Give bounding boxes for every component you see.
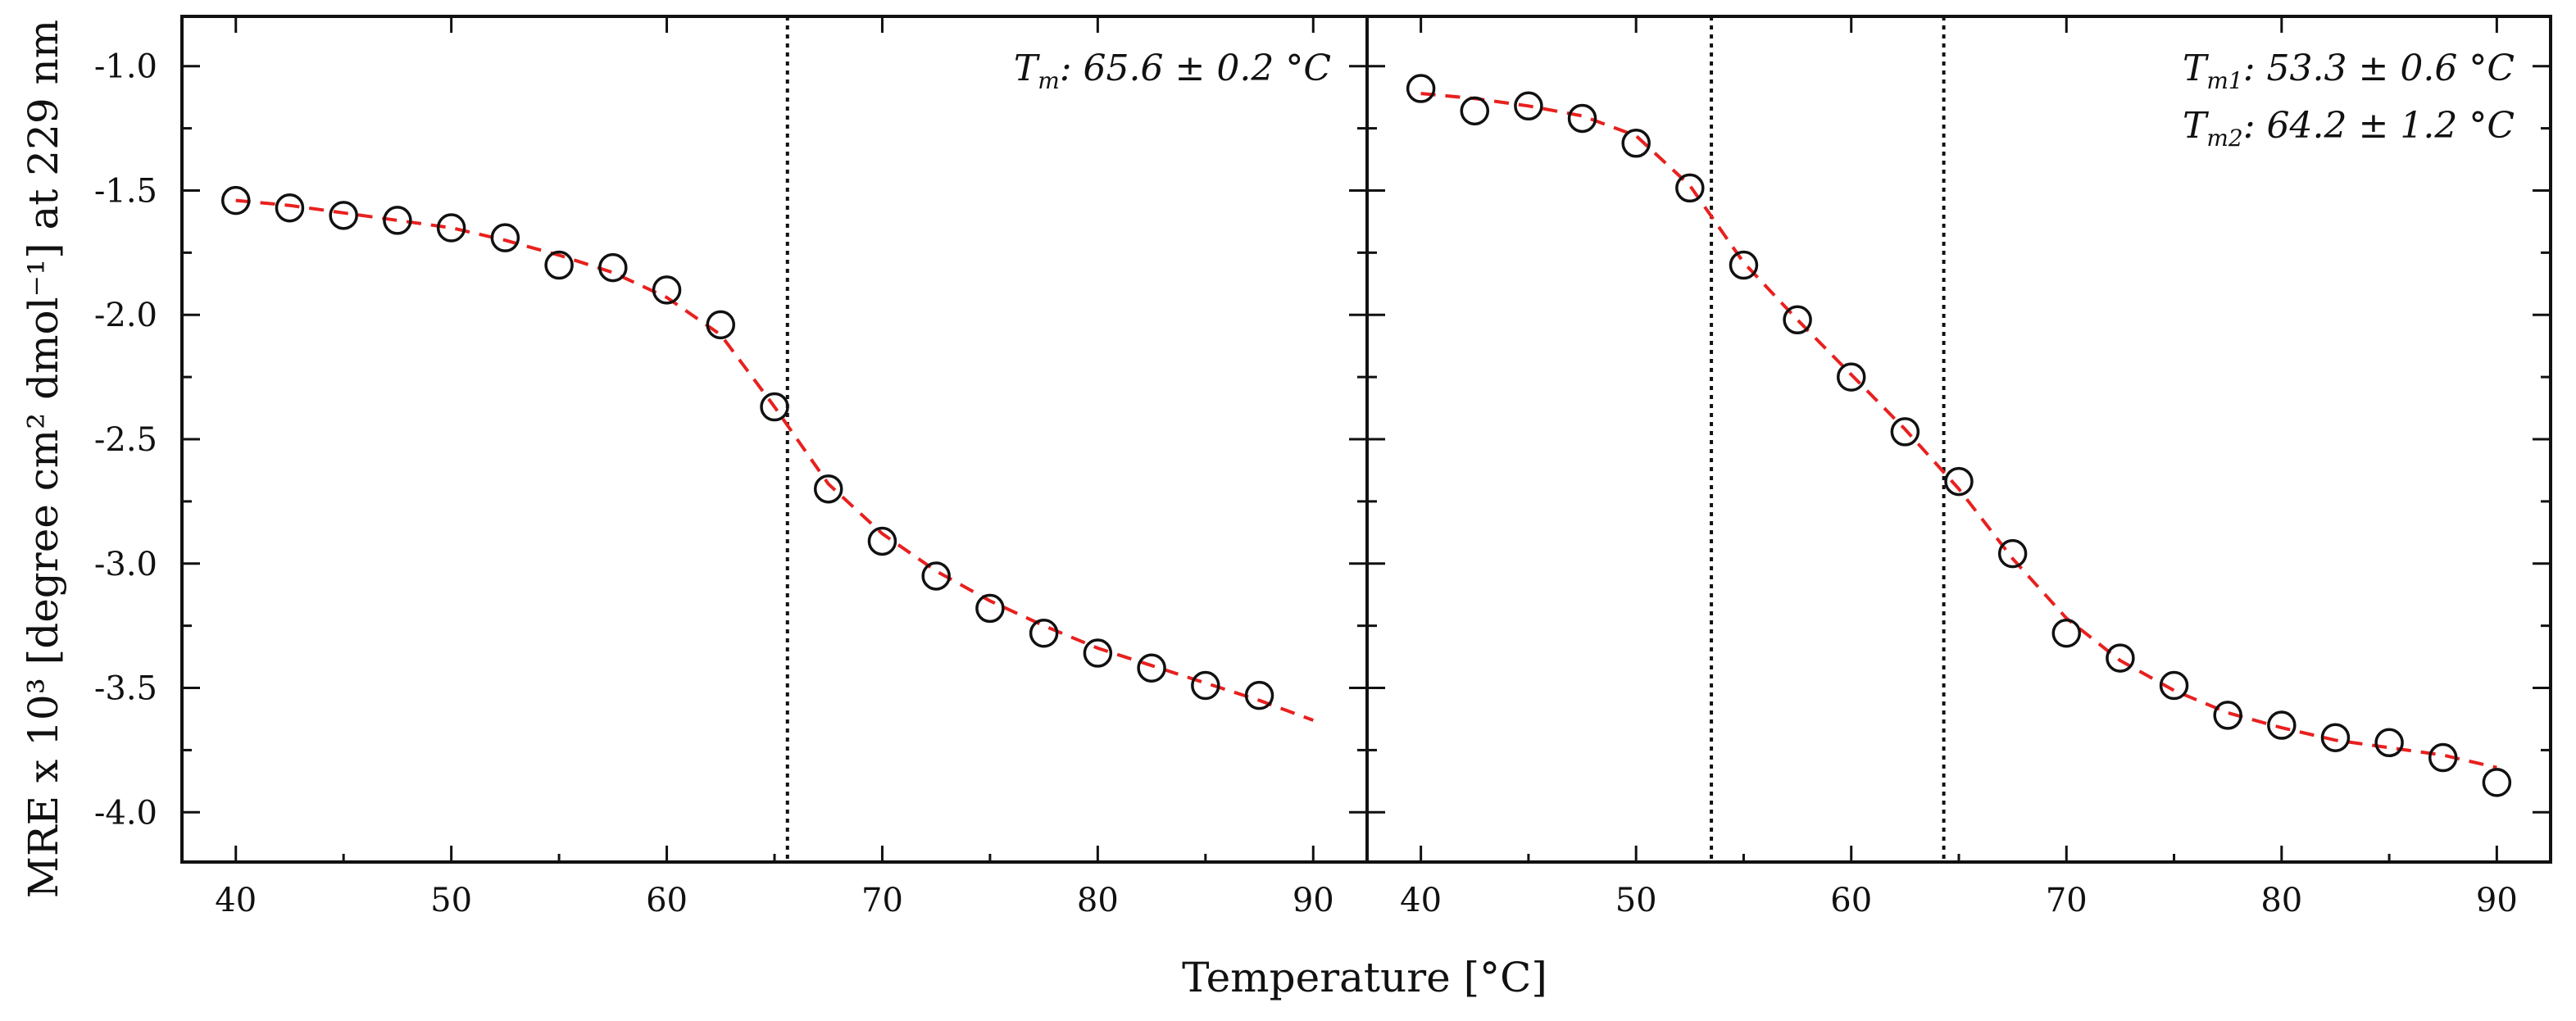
right-panel-data-point <box>1460 96 1490 126</box>
tm-value: : 53.3 ± 0.6 °C <box>2243 48 2515 89</box>
left-panel-x-tick-label: 40 <box>215 882 257 919</box>
right-panel-data-point <box>2159 670 2189 701</box>
left-panel-data-point <box>706 310 736 340</box>
panels: 40 50 60 70 80 90 -1.0 -1.5 -2.0 -2.5 -3.0 -3.5 -4.0… <box>94 15 2552 919</box>
right-panel-x-tick-label: 70 <box>2046 882 2088 919</box>
left-panel-x-tick-label: 50 <box>430 882 472 919</box>
right-panel-data-point <box>1783 305 1812 335</box>
right-panel-x-tick-label: 80 <box>2260 882 2302 919</box>
left-panel: 40 50 60 70 80 90 -1.0 -1.5 -2.0 -2.5 -3.0 -3.5 -4.0… <box>94 15 1369 919</box>
right-panel-data-point <box>2374 728 2404 758</box>
right-panel-tm-annotation-2: Tm2: 64.2 ± 1.2 °C <box>2183 105 2515 152</box>
right-panel-data-point <box>1567 103 1597 134</box>
right-panel-data-point <box>1621 129 1651 158</box>
left-panel-y-tick-label: -2.5 <box>94 421 157 459</box>
right-panel-x-tick-label: 90 <box>2476 882 2518 919</box>
left-panel-data-point <box>1244 680 1274 710</box>
left-panel-data-point <box>1029 619 1059 648</box>
tm-symbol: T <box>1014 48 1041 89</box>
left-panel-fit-curve <box>235 198 1314 722</box>
left-panel-x-tick-label: 90 <box>1293 882 1334 919</box>
x-axis-title: Temperature [°C] <box>1182 954 1547 1001</box>
right-panel-data-point <box>1890 417 1920 447</box>
left-panel-frame <box>180 15 1369 864</box>
left-panel-y-tick-label: -1.0 <box>94 48 157 86</box>
left-panel-data-point <box>544 250 574 280</box>
tm-subscript: m2 <box>2206 125 2242 152</box>
right-panel-data-point <box>1997 538 2028 569</box>
right-panel-x-tick-label: 40 <box>1400 882 1442 919</box>
left-panel-data-point <box>598 252 628 283</box>
left-panel-data-point <box>1137 653 1166 683</box>
tm-value: : 65.6 ± 0.2 °C <box>1060 48 1331 89</box>
right-panel-data-point <box>1514 91 1543 121</box>
left-panel-data-point <box>329 201 358 230</box>
right-panel-x-tick-label: 50 <box>1615 882 1657 919</box>
right-panel-frame <box>1365 15 2552 864</box>
right-panel-data-point <box>1675 173 1705 203</box>
right-panel-data-point <box>2106 643 2135 673</box>
left-panel-data-point <box>1191 670 1220 701</box>
left-panel-data-point <box>275 193 305 223</box>
left-panel-data-point <box>760 392 789 422</box>
left-panel-data-point <box>921 561 951 591</box>
right-panel-data-point <box>1729 250 1759 280</box>
right-panel-data-point <box>2213 701 2242 730</box>
left-panel-data-point <box>652 275 682 305</box>
left-panel-y-tick-label: -3.0 <box>94 546 157 583</box>
left-panel-x-tick-label: 80 <box>1077 882 1119 919</box>
left-panel-data-point <box>813 474 843 504</box>
right-panel-x-tick-label: 60 <box>1830 882 1872 919</box>
left-panel-data-point <box>490 223 520 252</box>
left-panel-data-point <box>436 213 466 243</box>
right-panel-data-point <box>2267 710 2297 740</box>
tm-subscript: m <box>1038 67 1060 94</box>
tm-subscript: m1 <box>2206 67 2242 94</box>
tm-value: : 64.2 ± 1.2 °C <box>2243 105 2515 147</box>
left-panel-y-tick-label: -2.0 <box>94 297 157 334</box>
left-panel-data-point <box>1083 638 1113 668</box>
right-panel-data-point <box>2320 723 2351 752</box>
right-panel-tm-annotation-1: Tm1: 53.3 ± 0.6 °C <box>2183 48 2515 94</box>
right-panel-data-point <box>1836 362 1866 392</box>
y-axis-title: MRE x 10³ [degree cm² dmol⁻¹] at 229 nm <box>20 20 67 898</box>
right-panel-data-point <box>2428 742 2458 773</box>
right-panel-data-point <box>1406 74 1436 103</box>
right-panel-fit-curve <box>1420 92 2497 769</box>
left-panel-x-tick-label: 60 <box>646 882 688 919</box>
right-panel-data-point <box>2482 768 2512 797</box>
left-panel-y-tick-label: -4.0 <box>94 794 157 832</box>
left-panel-x-tick-label: 70 <box>861 882 903 919</box>
left-panel-data-point <box>220 185 251 216</box>
left-panel-y-tick-label: -1.5 <box>94 172 157 210</box>
tm-symbol: T <box>2183 48 2210 89</box>
left-panel-tm-annotation-1: Tm: 65.6 ± 0.2 °C <box>1014 48 1331 94</box>
left-panel-data-point <box>867 526 897 556</box>
right-panel-data-point <box>1944 466 1974 497</box>
left-panel-data-point <box>383 206 412 235</box>
left-panel-data-point <box>975 593 1005 624</box>
left-panel-y-tick-label: -3.5 <box>94 670 157 708</box>
right-panel-data-point <box>2051 619 2082 648</box>
tm-symbol: T <box>2183 105 2210 147</box>
